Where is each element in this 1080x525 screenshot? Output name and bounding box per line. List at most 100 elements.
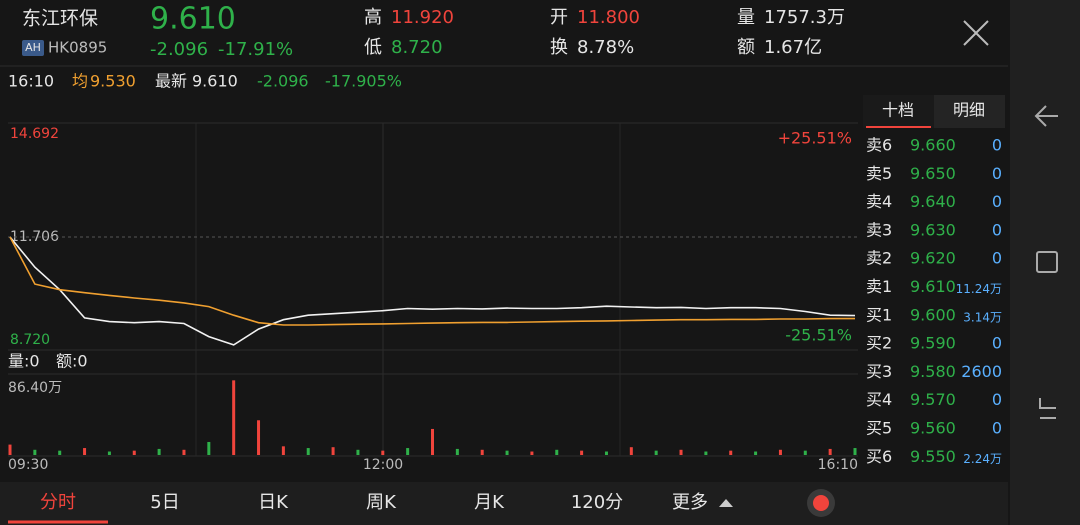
volume-bar <box>828 448 832 455</box>
change: -2.096 <box>150 39 208 60</box>
x-label: 16:10 <box>818 457 858 473</box>
volume-bar <box>853 448 857 455</box>
volume-bar <box>406 448 410 455</box>
bottom-tab[interactable]: 更多 <box>672 492 708 513</box>
price: 9.610 <box>150 2 236 37</box>
book-price: 9.610 <box>910 277 956 296</box>
book-side: 买3 <box>866 362 892 381</box>
book-volume: 0 <box>992 334 1002 353</box>
book-tab-active <box>863 95 934 128</box>
bottom-tabs: 分时 5日 日K 周K 月K 120分 更多 <box>40 492 708 513</box>
nav-recent[interactable] <box>1039 398 1056 419</box>
last-label: 最新 <box>155 72 187 91</box>
volume-bar <box>281 446 285 455</box>
book-side: 卖2 <box>866 249 892 268</box>
book-price: 9.580 <box>910 362 956 381</box>
book-volume: 2600 <box>961 362 1002 381</box>
order-book: 卖6 9.660 0 卖5 9.650 0 卖4 9.640 0 卖3 9.630 0 卖2 9.620 0… <box>866 136 1002 466</box>
y-tick-label: 14.692 <box>10 126 59 142</box>
book-tab[interactable]: 明细 <box>953 101 985 120</box>
book-volume: 0 <box>992 419 1002 438</box>
nav-home[interactable] <box>1036 251 1058 273</box>
volume-bar <box>778 449 782 455</box>
book-tab[interactable]: 十档 <box>882 101 914 120</box>
volume-bar <box>431 428 434 455</box>
book-price: 9.600 <box>910 305 956 324</box>
book-volume: 0 <box>992 164 1002 183</box>
low-label: 低 <box>364 37 382 58</box>
x-label: 12:00 <box>363 457 403 473</box>
book-volume: 0 <box>992 249 1002 268</box>
close-button[interactable] <box>963 20 989 46</box>
record-dot <box>813 495 829 511</box>
bottom-tab[interactable]: 分时 <box>40 492 76 513</box>
pct-top: +25.51% <box>778 129 852 148</box>
quote-change-pct: -17.905% <box>325 72 402 91</box>
volume-bar <box>629 447 633 455</box>
volume-bar <box>555 449 559 455</box>
book-price: 9.620 <box>910 249 956 268</box>
low: 8.720 <box>391 37 443 58</box>
amount-label: 额 <box>737 37 755 58</box>
open: 11.800 <box>577 7 640 28</box>
bottom-tab[interactable]: 120分 <box>571 492 623 513</box>
volume-bar <box>803 450 807 455</box>
price-line <box>9 236 855 326</box>
bottom-tab[interactable]: 日K <box>258 492 289 513</box>
avg: 9.530 <box>90 72 136 91</box>
volume-bar <box>704 451 708 455</box>
bottom-tab[interactable]: 周K <box>366 492 397 513</box>
book-volume: 0 <box>992 192 1002 211</box>
amount: 1.67亿 <box>764 37 822 58</box>
volume-bar <box>257 420 261 455</box>
book-side: 买2 <box>866 334 892 353</box>
avg-label: 均 <box>72 72 88 91</box>
volume-bar <box>754 451 758 455</box>
book-volume: 0 <box>992 390 1002 409</box>
volume-bar <box>729 450 733 455</box>
x-label: 09:30 <box>8 457 48 473</box>
book-volume: 2.24万 <box>963 452 1002 466</box>
book-price: 9.660 <box>910 136 956 155</box>
volume-bar <box>604 451 608 455</box>
book-side: 卖4 <box>866 192 892 211</box>
y-tick-label: 8.720 <box>10 332 50 348</box>
badge: AH <box>25 41 41 54</box>
high: 11.920 <box>391 7 454 28</box>
bottom-bar <box>0 482 1008 525</box>
book-volume: 11.24万 <box>956 282 1002 296</box>
book-volume: 0 <box>992 136 1002 155</box>
volume-bar <box>58 450 62 455</box>
amt-readout: 额:0 <box>56 352 88 371</box>
turnover: 8.78% <box>577 37 634 58</box>
book-price: 9.650 <box>910 164 956 183</box>
code: HK0895 <box>48 39 107 57</box>
change-pct: -17.91% <box>218 39 293 60</box>
book-price: 9.560 <box>910 419 956 438</box>
bottom-tab[interactable]: 5日 <box>150 492 179 513</box>
volume-bar <box>654 450 658 455</box>
volume-bar <box>381 450 385 455</box>
quote-change: -2.096 <box>257 72 309 91</box>
quote-time: 16:10 <box>8 72 54 91</box>
volume-bar <box>455 448 459 455</box>
book-side: 买5 <box>866 419 892 438</box>
nav-bar <box>1010 0 1080 525</box>
volume-bar <box>580 450 584 455</box>
book-side: 买4 <box>866 390 892 409</box>
stock-name: 东江环保 <box>22 8 98 30</box>
volume-bar <box>157 448 161 455</box>
bottom-tab[interactable]: 月K <box>474 492 505 513</box>
nav-back[interactable] <box>1034 105 1058 127</box>
volume-bar <box>679 449 683 455</box>
book-side: 买6 <box>866 447 892 466</box>
volume-bar <box>83 448 87 455</box>
book-side: 卖3 <box>866 220 892 239</box>
price-line <box>9 236 856 346</box>
price-chart: +25.51% -25.51% 量:0 额:0 09:30 12:00 16:1… <box>8 122 858 473</box>
volume-bar <box>480 449 484 455</box>
book-price: 9.630 <box>910 220 956 239</box>
book-price: 9.640 <box>910 192 956 211</box>
